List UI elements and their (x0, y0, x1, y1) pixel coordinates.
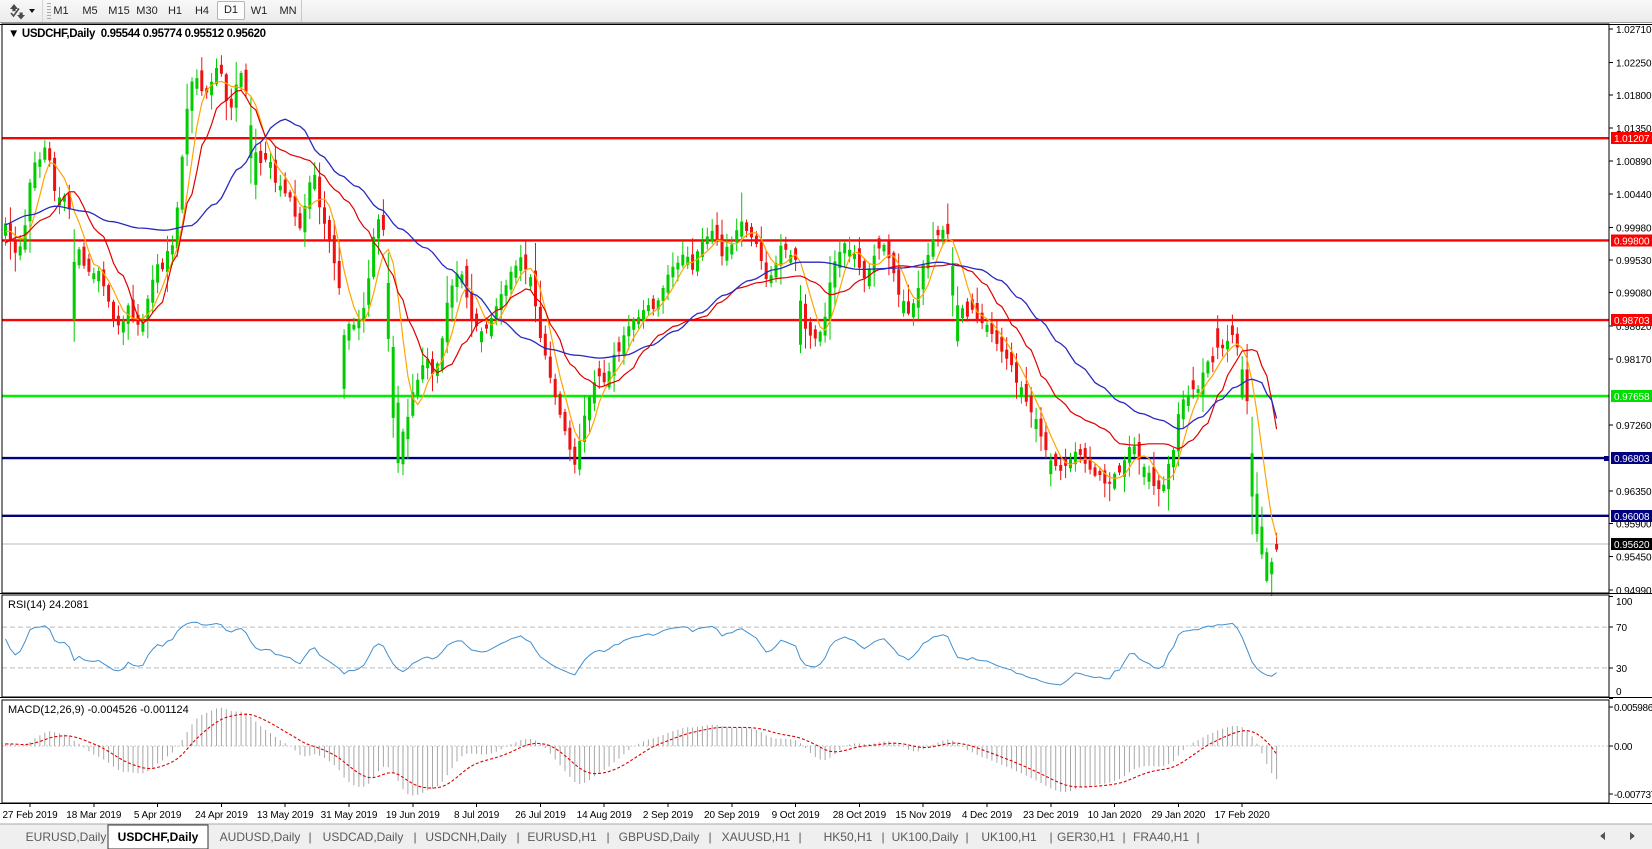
svg-text:USDCAD,Daily: USDCAD,Daily (323, 830, 404, 844)
svg-text:1.02250: 1.02250 (1616, 58, 1652, 69)
svg-text:24 Apr 2019: 24 Apr 2019 (195, 810, 248, 821)
svg-text:15 Nov 2019: 15 Nov 2019 (895, 810, 951, 821)
svg-text:|: | (606, 830, 609, 844)
svg-text:0.96803: 0.96803 (1614, 454, 1650, 465)
svg-text:0.98170: 0.98170 (1616, 355, 1652, 366)
svg-text:AUDUSD,Daily: AUDUSD,Daily (220, 830, 301, 844)
svg-text:UK100,H1: UK100,H1 (981, 830, 1037, 844)
svg-text:0.005986: 0.005986 (1614, 703, 1652, 714)
svg-text:1.00890: 1.00890 (1616, 157, 1652, 168)
svg-text:|: | (1122, 830, 1125, 844)
svg-text:|: | (516, 830, 519, 844)
svg-text:4 Dec 2019: 4 Dec 2019 (962, 810, 1013, 821)
svg-text:17 Feb 2020: 17 Feb 2020 (1215, 810, 1271, 821)
svg-text:GER30,H1: GER30,H1 (1057, 830, 1115, 844)
svg-text:18 Mar 2019: 18 Mar 2019 (66, 810, 122, 821)
svg-text:10 Jan 2020: 10 Jan 2020 (1088, 810, 1142, 821)
svg-text:1.00440: 1.00440 (1616, 190, 1652, 201)
svg-text:0.95450: 0.95450 (1616, 552, 1652, 563)
svg-text:HK50,H1: HK50,H1 (824, 830, 873, 844)
svg-text:70: 70 (1616, 623, 1627, 634)
svg-text:0.98703: 0.98703 (1614, 316, 1650, 327)
svg-text:13 May 2019: 13 May 2019 (257, 810, 314, 821)
svg-text:|: | (1196, 830, 1199, 844)
svg-text:USDCHF,Daily: USDCHF,Daily (118, 830, 199, 844)
svg-text:▼ USDCHF,Daily 0.95544 0.9577: ▼ USDCHF,Daily 0.95544 0.95774 0.95512 0… (8, 28, 266, 40)
svg-text:9 Oct 2019: 9 Oct 2019 (772, 810, 820, 821)
svg-text:0.99800: 0.99800 (1614, 236, 1650, 247)
svg-text:0.95620: 0.95620 (1614, 540, 1650, 551)
svg-text:0.00: 0.00 (1614, 742, 1633, 753)
svg-text:31 May 2019: 31 May 2019 (321, 810, 378, 821)
svg-text:|: | (965, 830, 968, 844)
svg-text:0.99530: 0.99530 (1616, 256, 1652, 267)
svg-text:2 Sep 2019: 2 Sep 2019 (643, 810, 694, 821)
svg-text:0.94990: 0.94990 (1616, 586, 1652, 597)
svg-text:27 Feb 2019: 27 Feb 2019 (2, 810, 58, 821)
svg-text:1.01350: 1.01350 (1616, 124, 1652, 135)
svg-text:0.99980: 0.99980 (1616, 223, 1652, 234)
svg-text:0.96008: 0.96008 (1614, 512, 1650, 523)
svg-text:EURUSD,H1: EURUSD,H1 (527, 830, 597, 844)
svg-text:0.98620: 0.98620 (1616, 322, 1652, 333)
svg-text:30: 30 (1616, 664, 1627, 675)
svg-text:8 Jul 2019: 8 Jul 2019 (454, 810, 500, 821)
svg-text:100: 100 (1616, 597, 1633, 608)
svg-text:|: | (308, 830, 311, 844)
svg-text:1.01800: 1.01800 (1616, 91, 1652, 102)
svg-text:-0.007737: -0.007737 (1614, 790, 1652, 801)
svg-text:|: | (708, 830, 711, 844)
svg-text:XAUUSD,H1: XAUUSD,H1 (722, 830, 791, 844)
svg-text:0.97658: 0.97658 (1614, 392, 1650, 403)
svg-text:26 Jul 2019: 26 Jul 2019 (515, 810, 566, 821)
svg-text:0: 0 (1616, 687, 1622, 698)
svg-text:28 Oct 2019: 28 Oct 2019 (833, 810, 887, 821)
svg-text:MACD(12,26,9) -0.004526 -0.001: MACD(12,26,9) -0.004526 -0.001124 (8, 704, 189, 716)
svg-text:|: | (1049, 830, 1052, 844)
svg-text:1.01207: 1.01207 (1614, 134, 1650, 145)
svg-text:20 Sep 2019: 20 Sep 2019 (704, 810, 760, 821)
svg-text:UK100,Daily: UK100,Daily (892, 830, 959, 844)
svg-text:0.96350: 0.96350 (1616, 487, 1652, 498)
svg-text:|: | (413, 830, 416, 844)
svg-text:5 Apr 2019: 5 Apr 2019 (134, 810, 182, 821)
svg-text:GBPUSD,Daily: GBPUSD,Daily (619, 830, 700, 844)
svg-text:RSI(14) 24.2081: RSI(14) 24.2081 (8, 599, 89, 611)
svg-text:0.99080: 0.99080 (1616, 289, 1652, 300)
svg-text:0.95900: 0.95900 (1616, 520, 1652, 531)
svg-text:|: | (798, 830, 801, 844)
svg-text:0.97260: 0.97260 (1616, 421, 1652, 432)
svg-text:USDCNH,Daily: USDCNH,Daily (425, 830, 506, 844)
svg-text:EURUSD,Daily: EURUSD,Daily (26, 830, 107, 844)
svg-text:|: | (881, 830, 884, 844)
svg-text:23 Dec 2019: 23 Dec 2019 (1023, 810, 1079, 821)
svg-text:FRA40,H1: FRA40,H1 (1133, 830, 1189, 844)
svg-text:1.02710: 1.02710 (1616, 25, 1652, 36)
svg-text:14 Aug 2019: 14 Aug 2019 (577, 810, 633, 821)
svg-text:19 Jun 2019: 19 Jun 2019 (386, 810, 440, 821)
svg-text:29 Jan 2020: 29 Jan 2020 (1151, 810, 1205, 821)
